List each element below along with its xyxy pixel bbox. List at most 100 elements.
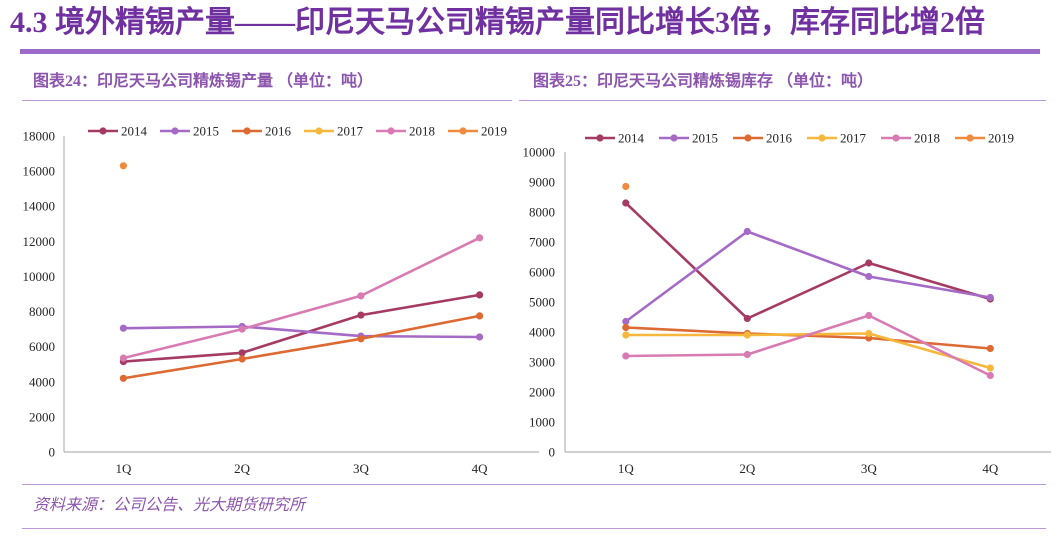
legend-item-2017: 2017 [304, 124, 364, 139]
series-2018 [622, 311, 994, 380]
series-2014 [622, 199, 994, 323]
data-point-2015-4Q [476, 333, 484, 341]
chart-caption-production: 图表24：印尼天马公司精炼锡产量 （单位：吨） [33, 73, 374, 90]
series-2015 [622, 227, 994, 326]
series-2016 [622, 323, 994, 353]
data-point-2016-4Q [476, 312, 484, 320]
x-tick-label: 3Q [353, 461, 370, 476]
data-point-2017-1Q [622, 331, 630, 339]
source-divider-bottom [22, 528, 1046, 529]
data-point-2018-3Q [357, 292, 365, 300]
legend-label-2014: 2014 [121, 124, 148, 139]
y-tick-label: 5000 [529, 295, 555, 310]
data-point-2014-3Q [865, 259, 873, 267]
title-rule [20, 49, 1040, 54]
page-title: 4.3 境外精锡产量——印尼天马公司精锡产量同比增长3倍，库存同比增2倍 [10, 6, 985, 39]
y-tick-label: 0 [49, 445, 56, 460]
chart-caption-inventory: 图表25：印尼天马公司精炼锡库存 （单位：吨） [533, 73, 874, 90]
chart-tin-inventory: 0 1000 2000 3000 4000 5000 6000 7000 8000 9000 100… [523, 131, 1051, 476]
data-point-2014-4Q [476, 291, 484, 299]
legend-label-2018: 2018 [914, 131, 940, 146]
series-2019 [119, 162, 127, 170]
legend-marker [243, 127, 251, 135]
legend-item-2016: 2016 [733, 131, 793, 146]
series-line-2016 [624, 326, 992, 350]
legend-item-2015: 2015 [659, 131, 718, 146]
data-point-2015-3Q [865, 272, 873, 281]
y-tick-label: 8000 [529, 205, 555, 220]
legend-item-2014: 2014 [88, 124, 148, 139]
data-point-2014-3Q [357, 311, 365, 319]
data-point-2018-3Q [865, 311, 873, 320]
legend-marker [670, 134, 678, 142]
caption-divider-left [22, 100, 512, 101]
legend-label-2018: 2018 [409, 124, 435, 139]
legend-marker [892, 134, 900, 142]
data-point-2015-1Q [622, 317, 630, 326]
source-divider-top [22, 484, 1046, 485]
legend-label-2015: 2015 [692, 131, 718, 146]
y-tick-label: 4000 [529, 325, 555, 340]
legend-item-2018: 2018 [881, 131, 940, 146]
legend-label-2014: 2014 [618, 131, 645, 146]
series-line-2018 [624, 314, 992, 377]
legend: 2014 2015 2016 2017 2018 2019 [585, 131, 1014, 146]
series-line-2016 [122, 314, 481, 380]
x-tick-label: 4Q [982, 461, 999, 476]
y-tick-label: 12000 [23, 234, 56, 249]
series-line-2015 [122, 325, 481, 339]
y-tick-label: 8000 [29, 304, 55, 319]
data-point-2014-1Q [622, 199, 630, 207]
data-point-2018-1Q [119, 354, 127, 362]
legend-label-2016: 2016 [265, 124, 292, 139]
legend-marker [744, 134, 752, 142]
legend-label-2016: 2016 [766, 131, 793, 146]
legend-item-2019: 2019 [448, 124, 507, 139]
x-tick-label: 4Q [472, 461, 489, 476]
y-tick-label: 2000 [529, 385, 555, 400]
x-tick-label: 2Q [234, 461, 251, 476]
source-note: 资料来源：公司公告、光大期货研究所 [33, 497, 306, 514]
x-tick-label: 2Q [739, 461, 756, 476]
y-tick-label: 16000 [23, 164, 56, 179]
legend-marker [387, 127, 395, 135]
series-line-2018 [122, 236, 481, 360]
series-2019 [622, 182, 630, 191]
y-tick-label: 6000 [29, 339, 55, 354]
legend-marker [818, 134, 826, 142]
legend-item-2014: 2014 [585, 131, 645, 146]
data-point-2014-2Q [743, 314, 751, 323]
legend-label-2015: 2015 [193, 124, 219, 139]
data-point-2015-1Q [119, 324, 127, 332]
y-tick-label: 1000 [529, 415, 555, 430]
legend-item-2017: 2017 [807, 131, 867, 146]
data-point-2016-1Q [622, 323, 630, 332]
legend-label-2019: 2019 [988, 131, 1014, 146]
series-line-2014 [122, 293, 481, 363]
data-point-2019-1Q [622, 182, 630, 191]
legend-item-2019: 2019 [955, 131, 1014, 146]
y-tick-label: 3000 [529, 355, 555, 370]
legend: 2014 2015 2016 2017 2018 2019 [88, 124, 507, 139]
legend-marker [99, 127, 107, 135]
data-point-2015-2Q [743, 227, 751, 236]
data-point-2016-2Q [238, 355, 246, 363]
data-point-2017-4Q [986, 364, 994, 372]
x-tick-label: 1Q [618, 461, 635, 476]
series-2018 [119, 234, 484, 362]
legend-item-2018: 2018 [376, 124, 435, 139]
y-tick-label: 2000 [29, 409, 55, 424]
x-tick-label: 1Q [115, 461, 132, 476]
legend-label-2017: 2017 [337, 124, 364, 139]
data-point-2018-4Q [476, 234, 484, 242]
data-point-2017-3Q [865, 329, 873, 338]
y-tick-label: 10000 [23, 269, 56, 284]
data-point-2018-2Q [743, 350, 751, 359]
data-point-2015-4Q [986, 293, 994, 302]
y-tick-label: 6000 [529, 265, 555, 280]
y-tick-label: 9000 [529, 175, 555, 190]
y-tick-label: 18000 [23, 129, 56, 144]
series-line-2017 [624, 332, 992, 370]
y-tick-label: 4000 [29, 374, 55, 389]
